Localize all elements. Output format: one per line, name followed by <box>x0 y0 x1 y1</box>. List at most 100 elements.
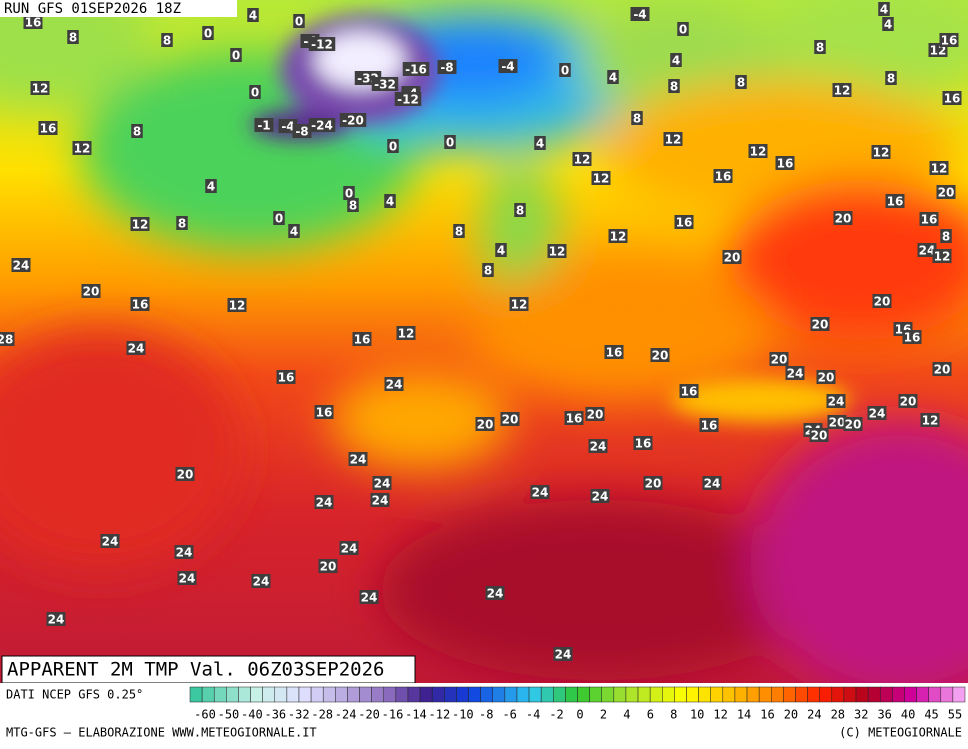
label-text: 8 <box>484 264 492 278</box>
contour-label: -1 <box>254 118 274 133</box>
label-text: 20 <box>900 395 917 409</box>
scale-tick-label: 6 <box>647 708 654 722</box>
label-box <box>885 194 905 208</box>
label-box <box>885 71 897 85</box>
label-text: 12 <box>574 153 591 167</box>
scale-box <box>298 686 312 703</box>
contour-label: 16 <box>130 297 150 312</box>
contour-label: 16 <box>885 194 905 209</box>
label-box <box>604 345 624 359</box>
label-box <box>713 169 733 183</box>
label-text: -12 <box>397 93 419 107</box>
label-box <box>371 77 399 91</box>
label-box <box>72 141 92 155</box>
label-text: 12 <box>229 299 246 313</box>
label-text: 24 <box>487 587 504 601</box>
label-box <box>843 417 863 431</box>
label-box <box>679 384 699 398</box>
label-text: 16 <box>681 385 698 399</box>
label-box <box>534 136 546 150</box>
credit-label: MTG-GFS — ELABORAZIONE WWW.METEOGIORNALE… <box>6 726 317 740</box>
scale-box <box>201 686 215 703</box>
scale-box <box>625 686 639 703</box>
label-box <box>247 8 259 22</box>
label-box <box>276 370 296 384</box>
contour-label: 8 <box>482 263 494 278</box>
label-box <box>608 229 628 243</box>
label-box <box>370 493 390 507</box>
scale-tick-label: 40 <box>901 708 915 722</box>
label-text: 8 <box>178 217 186 231</box>
title-box <box>1 655 416 684</box>
label-box <box>826 394 846 408</box>
label-text: 12 <box>750 145 767 159</box>
label-box <box>630 7 650 21</box>
contour-label: -32 <box>371 77 399 92</box>
contour-label: 16 <box>699 418 719 433</box>
contour-label: 8 <box>161 33 173 48</box>
label-box <box>936 185 956 199</box>
label-text: 20 <box>829 416 846 430</box>
contour-label: 24 <box>485 586 505 601</box>
label-box <box>67 30 79 44</box>
contour-label: 8 <box>631 111 643 126</box>
label-box <box>30 81 50 95</box>
label-box <box>643 476 663 490</box>
copyright-label: (C) METEOGIORNALE <box>839 726 962 740</box>
label-box <box>940 229 952 243</box>
scale-box <box>359 686 372 703</box>
label-box <box>588 439 608 453</box>
label-text: 8 <box>942 230 950 244</box>
label-box <box>590 489 610 503</box>
label-box <box>205 179 217 193</box>
label-box <box>735 75 747 89</box>
label-box <box>11 258 31 272</box>
contour-label: 20 <box>898 394 918 409</box>
scale-tick-label: -24 <box>335 708 357 722</box>
label-box <box>384 194 396 208</box>
label-text: 20 <box>934 363 951 377</box>
label-box <box>495 243 507 257</box>
label-text: 16 <box>921 213 938 227</box>
scale-box <box>746 686 760 703</box>
map-field <box>0 0 968 683</box>
contour-label: 16 <box>352 332 372 347</box>
scale-box <box>819 686 833 703</box>
label-box <box>46 612 66 626</box>
scale-tick-label: 20 <box>784 708 798 722</box>
label-text: 12 <box>934 250 951 264</box>
label-text: 20 <box>835 212 852 226</box>
contour-label: 16 <box>604 345 624 360</box>
label-text: 24 <box>555 648 572 662</box>
label-text: 20 <box>652 349 669 363</box>
label-box <box>288 224 300 238</box>
label-box <box>591 171 611 185</box>
label-box <box>939 33 959 47</box>
label-box <box>482 263 494 277</box>
contour-label: 24 <box>372 476 392 491</box>
label-text: 16 <box>777 157 794 171</box>
label-text: 12 <box>873 146 890 160</box>
scale-box <box>310 686 324 703</box>
scale-box <box>468 686 481 703</box>
contour-label: 4 <box>534 136 546 151</box>
scale-box <box>262 686 276 703</box>
label-text: 24 <box>128 342 145 356</box>
scale-box <box>928 686 942 703</box>
label-text: 20 <box>502 413 519 427</box>
scale-box <box>492 686 506 703</box>
label-text: 24 <box>828 395 845 409</box>
contour-label: 20 <box>475 417 495 432</box>
label-text: 8 <box>69 31 77 45</box>
contour-label: 24 <box>590 489 610 504</box>
label-text: 12 <box>610 230 627 244</box>
label-text: 24 <box>787 367 804 381</box>
contour-label: 16 <box>919 212 939 227</box>
scale-box <box>250 686 263 703</box>
label-text: 16 <box>40 122 57 136</box>
label-box <box>902 330 922 344</box>
label-box <box>130 297 150 311</box>
label-text: -32 <box>374 78 396 92</box>
contour-label: 0 <box>559 63 571 78</box>
